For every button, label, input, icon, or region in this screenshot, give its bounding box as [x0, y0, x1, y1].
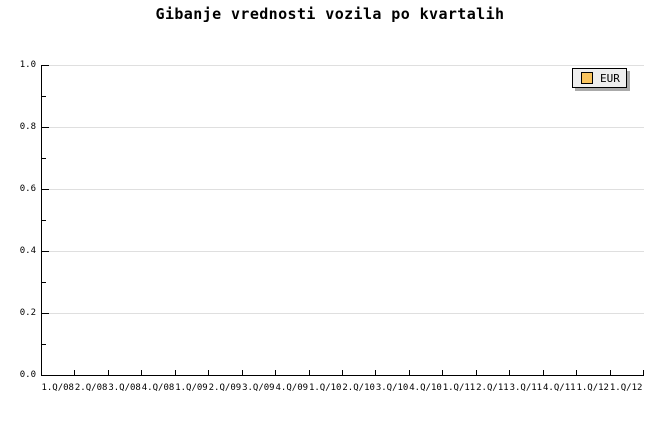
x-tick	[174, 370, 176, 375]
x-axis: 1.Q/08 2.Q/08 3.Q/08 4.Q/08 1.Q/09 2.Q/0…	[41, 382, 643, 394]
y-axis-tick-label: 0.4	[19, 246, 36, 256]
x-tick	[342, 370, 343, 375]
x-tick	[107, 370, 109, 375]
x-axis-tick-label: 4.Q/08	[141, 383, 175, 393]
gridline	[42, 127, 644, 128]
x-axis-tick-label: 1.Q/12	[609, 383, 643, 393]
x-axis-tick-label: 3.Q/08	[108, 383, 141, 393]
x-axis-tick-label: 4.Q/11	[543, 383, 576, 393]
x-tick	[308, 370, 310, 375]
x-axis-tick-label: 3.Q/10	[375, 383, 409, 393]
x-axis-tick-label: 3.Q/09	[242, 383, 275, 393]
legend-swatch-eur-icon	[581, 72, 593, 84]
x-axis-tick-label: 1.Q/09	[175, 383, 208, 393]
y-minor-tick	[42, 96, 46, 97]
x-tick	[408, 370, 410, 375]
legend: EUR	[572, 68, 627, 88]
x-axis-tick-label: 3.Q/11	[509, 383, 543, 393]
y-major-tick	[42, 313, 49, 314]
x-tick	[74, 370, 76, 375]
y-axis-tick-label: 0.2	[19, 308, 36, 318]
x-tick	[475, 370, 477, 375]
x-tick	[442, 370, 444, 375]
y-major-tick	[42, 127, 49, 128]
x-tick	[576, 370, 578, 375]
x-axis-tick-label: 4.Q/09	[275, 383, 309, 393]
x-axis-tick-label: 2.Q/08	[74, 383, 108, 393]
y-axis-tick-label: 0.8	[19, 122, 36, 132]
x-axis-tick-label: 4.Q/10	[409, 383, 442, 393]
x-tick	[375, 370, 377, 375]
x-tick	[208, 370, 210, 375]
y-minor-tick	[42, 282, 46, 283]
x-tick	[609, 370, 611, 375]
x-tick	[241, 370, 243, 375]
y-axis-tick-label: 0.0	[19, 370, 36, 380]
x-tick	[275, 370, 277, 375]
gridline	[42, 251, 644, 252]
x-tick	[643, 370, 644, 375]
x-axis-tick-label: 1.Q/08	[41, 383, 74, 393]
x-axis-tick-label: 2.Q/10	[342, 383, 375, 393]
x-axis-tick-label: 1.Q/11	[442, 383, 476, 393]
gridline	[42, 189, 644, 190]
y-major-tick	[42, 189, 49, 190]
x-tick	[509, 370, 511, 375]
x-axis-tick-label: 1.Q/12	[576, 383, 609, 393]
x-tick	[542, 370, 544, 375]
y-minor-tick	[42, 158, 46, 159]
x-tick	[141, 370, 143, 375]
plot-area	[41, 65, 644, 376]
y-major-tick	[42, 251, 49, 252]
y-axis-tick-label: 0.6	[19, 184, 36, 194]
gridline	[42, 313, 644, 314]
x-axis-tick-label: 2.Q/09	[208, 383, 242, 393]
gridline	[42, 65, 644, 66]
chart-title: Gibanje vrednosti vozila po kvartalih	[155, 5, 505, 23]
x-axis-tick-label: 2.Q/11	[476, 383, 509, 393]
y-minor-tick	[42, 220, 46, 221]
y-axis-tick-label: 1.0	[19, 60, 36, 70]
y-major-tick	[42, 65, 49, 66]
y-minor-tick	[42, 344, 46, 345]
legend-label: EUR	[600, 71, 620, 85]
x-axis-tick-label: 1.Q/10	[308, 383, 342, 393]
